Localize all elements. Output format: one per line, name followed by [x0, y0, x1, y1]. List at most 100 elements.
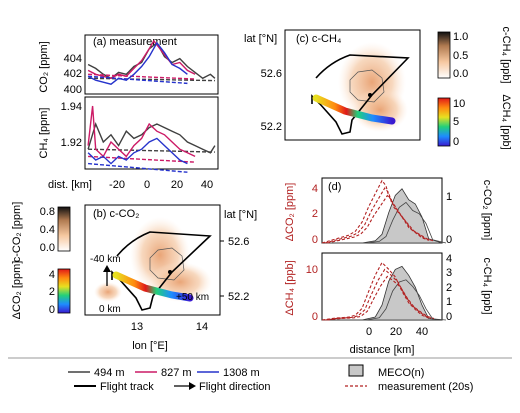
legend-827: 827 m: [161, 367, 192, 379]
d-ch4-label: ΔCH₄ [ppb]: [500, 94, 512, 149]
c-ch4-tick-1: 1.0: [453, 31, 468, 43]
panel-d-x-label: distance [km]: [350, 344, 415, 356]
panel-b-plume-3: [94, 282, 122, 302]
cch4-tick-4: 4: [446, 253, 452, 265]
panel-a-label: (a) measurement: [93, 36, 177, 48]
panel-b-lat-tick-522: 52.2: [228, 291, 249, 303]
panel-d-x-tick-0: 0: [366, 326, 372, 338]
panel-a-x-tick-20: 20: [171, 179, 183, 191]
panel-a-background-494m-co2: [88, 77, 215, 82]
d-co2-tick-2: 2: [49, 286, 55, 298]
panel-c-lat-label: lat [°N]: [244, 33, 277, 45]
ch4-tick-194: 1.94: [61, 101, 82, 113]
panel-b-lat-tick-526: 52.6: [228, 236, 249, 248]
legend-1308: 1308 m: [223, 367, 260, 379]
legend-meas: measurement (20s): [378, 381, 473, 393]
panel-c-measurement-track: [312, 94, 396, 125]
panel-a-background-1308m-co2: [88, 75, 188, 85]
c-ch4-tick-0: 0.0: [453, 68, 468, 80]
panel-d-meco-ensemble-ch4: [326, 279, 447, 321]
legend-swatch-meco: [348, 364, 364, 377]
panel-a-background-494m-ch4: [88, 148, 215, 153]
panel-b-frame: [84, 204, 221, 316]
panel-c-lat-tick-526: 52.6: [261, 68, 282, 80]
panel-a-series-1308m-co2: [87, 41, 188, 85]
cch4-tick-1: 1: [446, 296, 452, 308]
panel-d-measurement-ch4-1: [324, 268, 432, 321]
legend: 494 m 827 m 1308 m Flight track Flight d…: [8, 357, 512, 393]
cco2-tick-1: 1: [446, 191, 452, 203]
dco2-tick-0: 0: [312, 234, 318, 246]
co2-axis-label: CO₂ [ppm]: [38, 41, 50, 92]
panel-b-lon-label: lon [°E]: [132, 340, 168, 352]
panel-a-series-1308m-ch4: [87, 137, 188, 165]
d-co2-tick-4: 4: [49, 269, 55, 281]
c-ch4-tick-05: 0.5: [453, 50, 468, 62]
panel-d-x-tick-40: 40: [416, 326, 428, 338]
panel-a-background-1308m-ch4: [87, 162, 188, 173]
cch4-axis-label: c-CH₄ [ppb]: [481, 257, 493, 314]
c-co2-label: c-CO₂ [ppm]: [11, 202, 23, 263]
c-co2-tick-00: 0.0: [40, 242, 55, 254]
panel-a-x-label: dist. [km]: [48, 179, 92, 191]
panel-d: (d) ΔCO₂ [ppm] ΔCH₄ [ppb] c-CO₂ [ppm] c-…: [284, 177, 493, 356]
panel-b-label: (b) c-CO₂: [93, 208, 139, 220]
panel-a-x-tick-0: 0: [144, 179, 150, 191]
dco2-tick-2: 2: [312, 208, 318, 220]
annotation-0: 0 km: [99, 304, 121, 315]
d-ch4-tick-0: 0: [453, 136, 459, 148]
panel-a: (a) measurement CO₂ [ppm] CH₄ [ppm] 404 …: [38, 34, 219, 191]
panel-c: (c) c-CH₄ lat [°N] 52.6 52.2: [244, 29, 421, 141]
d-co2-label: ΔCO₂ [ppm]: [11, 261, 23, 320]
d-ch4-tick-10: 10: [453, 98, 465, 110]
panel-b-arrow-head: [103, 265, 111, 272]
dch4-tick-10: 10: [306, 264, 318, 276]
colorbars-co2: 0.8 0.4 0.0 4 2 0 c-CO₂ [ppm] ΔCO₂ [ppm]: [11, 202, 71, 320]
panel-d-measurement-co2-2: [327, 194, 435, 244]
panel-a-series-494m-ch4: [87, 121, 216, 154]
c-co2-tick-04: 0.4: [40, 224, 55, 236]
co2-tick-404: 404: [64, 53, 82, 65]
c-ch4-colorbar: [437, 31, 451, 79]
co2-tick-400: 400: [64, 84, 82, 96]
c-co2-colorbar: [57, 206, 71, 252]
panel-c-frame: [284, 29, 421, 141]
annotation-minus40: -40 km: [90, 254, 121, 265]
panel-b-city-outline: [149, 247, 185, 281]
panel-c-lat-tick-522: 52.2: [261, 121, 282, 133]
ch4-axis-label: CH₄ [ppm]: [38, 108, 50, 159]
panel-c-point-city: [368, 93, 372, 97]
panel-b-lon-tick-14: 14: [196, 321, 208, 333]
c-co2-tick-08: 0.8: [40, 206, 55, 218]
panel-a-series-494m-co2: [87, 41, 216, 80]
ch4-tick-192: 1.92: [61, 137, 82, 149]
panel-b-flight-track: [111, 231, 212, 311]
dco2-tick-4: 4: [312, 183, 318, 195]
panel-a-x-tick-m20: -20: [109, 179, 125, 191]
cch4-tick-0: 0: [446, 311, 452, 323]
legend-494: 494 m: [94, 367, 125, 379]
panel-a-x-tick-40: 40: [201, 179, 213, 191]
colorbars-ch4: 1.0 0.5 0.0 10 5 0 c-CH₄ [ppb] ΔCH₄ [ppb…: [437, 26, 512, 150]
legend-direction: Flight direction: [199, 381, 271, 393]
panel-d-meco-ensemble-co2: [326, 201, 447, 244]
d-co2-colorbar: [57, 268, 71, 314]
legend-meco: MECO(n): [378, 367, 424, 379]
d-co2-tick-0: 0: [49, 304, 55, 316]
dch4-tick-0: 0: [312, 311, 318, 323]
cco2-tick-0: 0: [446, 234, 452, 246]
cch4-tick-2: 2: [446, 282, 452, 294]
panel-b-point-city: [168, 270, 172, 274]
dch4-axis-label: ΔCH₄ [ppb]: [284, 260, 296, 315]
panel-b: (b) c-CO₂ -40 km 0 km +50 km lat [°N] 52…: [84, 204, 257, 352]
legend-direction-arrow-head: [189, 382, 196, 390]
co2-tick-402: 402: [64, 68, 82, 80]
panel-d-x-tick-20: 20: [390, 326, 402, 338]
panel-c-city-outline: [349, 69, 385, 103]
annotation-plus50: +50 km: [176, 292, 209, 303]
legend-track: Flight track: [100, 381, 154, 393]
panel-a-series-827m-ch4: [87, 105, 196, 158]
panel-b-lat-label: lat [°N]: [224, 209, 257, 221]
dco2-axis-label: ΔCO₂ [ppm]: [284, 183, 296, 242]
